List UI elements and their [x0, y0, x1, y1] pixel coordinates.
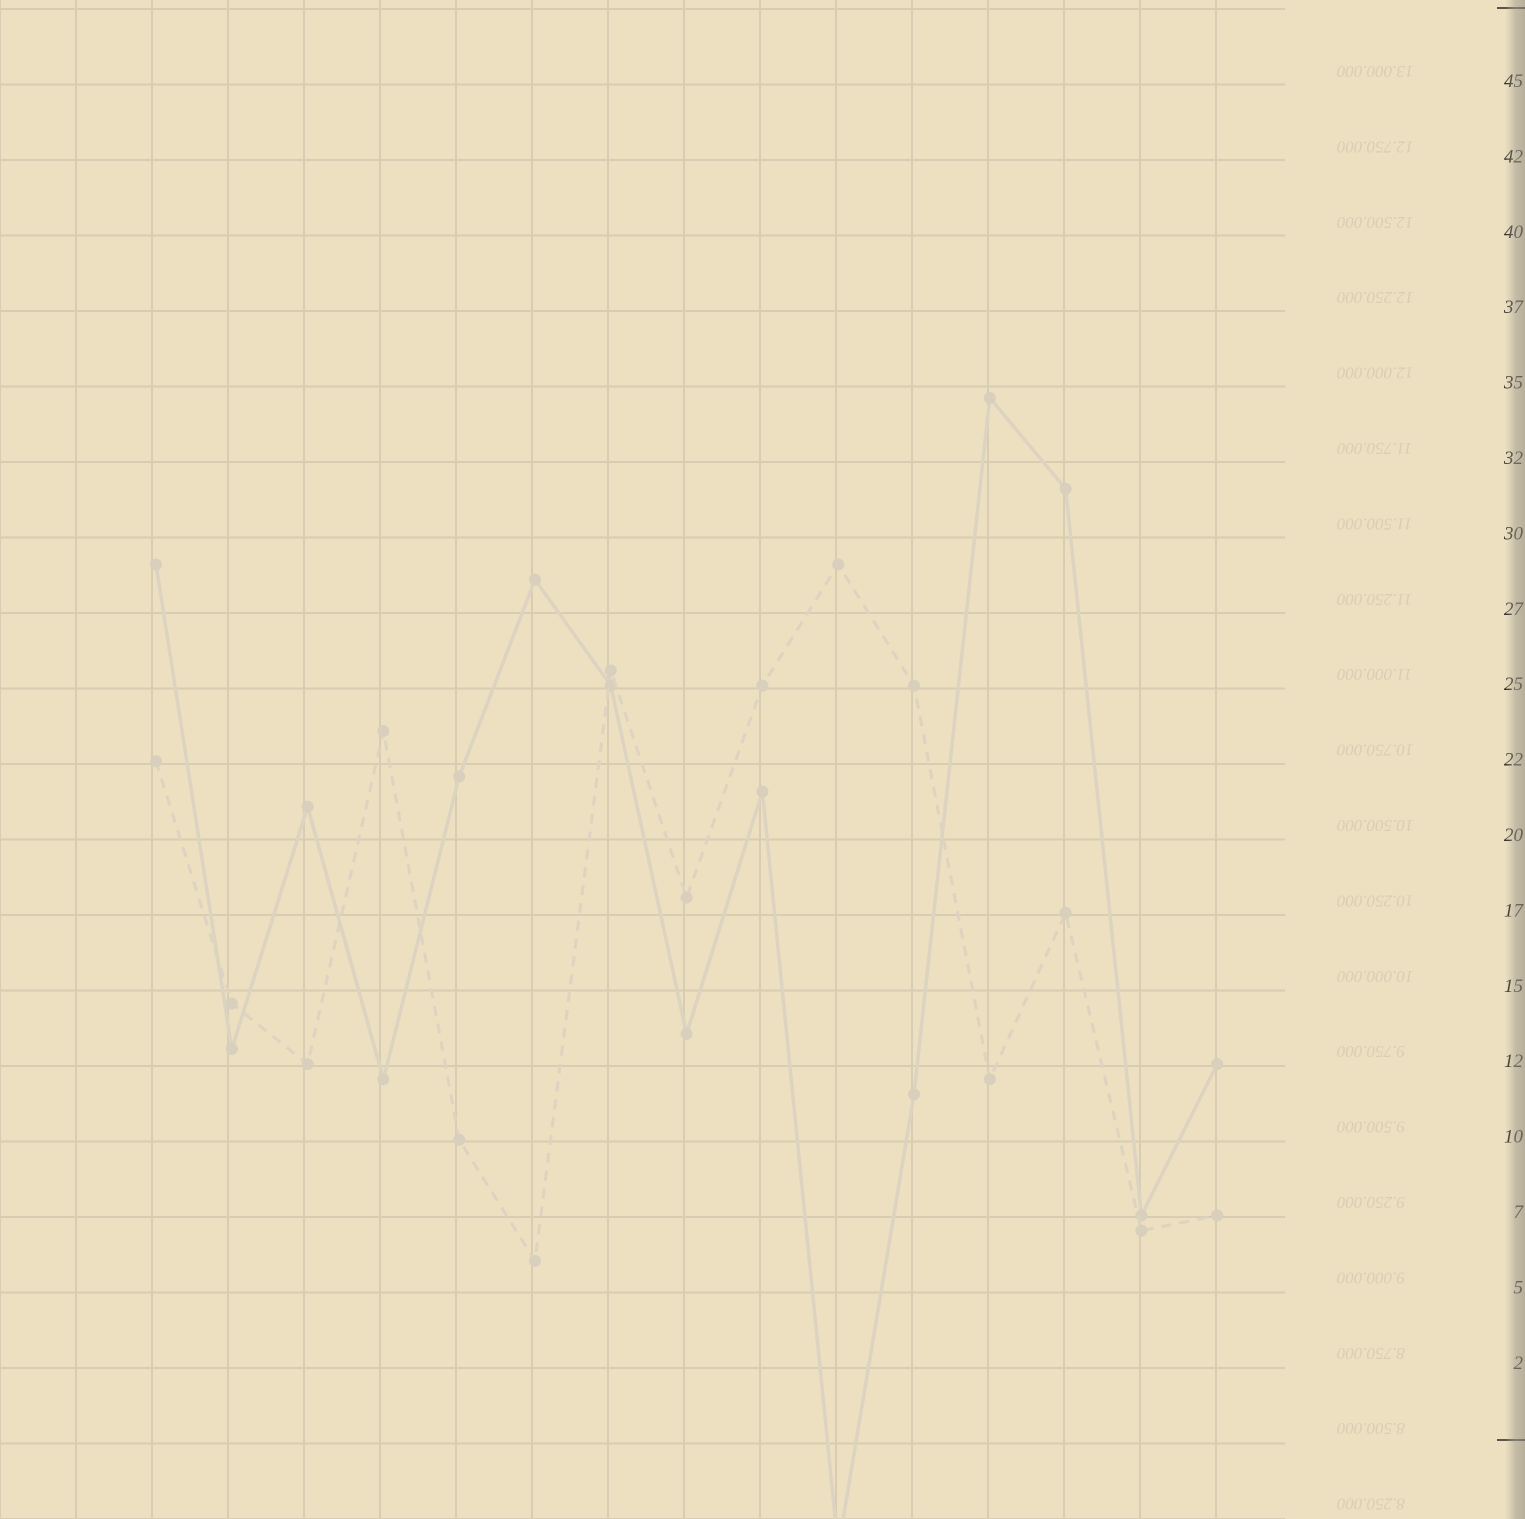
data-point-solid	[529, 573, 541, 586]
mirrored-tick-label: 11.750.000	[1337, 439, 1413, 458]
mirrored-tick-label: 12.000.000	[1337, 364, 1414, 383]
mirrored-tick-label: 11.250.000	[1337, 590, 1413, 609]
mirrored-tick-label: 10.250.000	[1337, 891, 1414, 910]
mirrored-tick-label: 9.000.000	[1337, 1268, 1406, 1287]
grid	[0, 0, 1285, 1519]
data-point-dashed	[1211, 1209, 1224, 1222]
data-point-dashed	[225, 997, 238, 1010]
mirrored-tick-label: 10.000.000	[1337, 967, 1414, 986]
mirrored-tick-label: 9.750.000	[1337, 1042, 1406, 1061]
data-point-solid	[1135, 1209, 1148, 1222]
mirrored-tick-label: 11.000.000	[1337, 665, 1413, 684]
mirrored-tick-label: 12.250.000	[1337, 288, 1414, 307]
series-layer	[150, 391, 1224, 1519]
data-point-dashed	[1059, 906, 1072, 919]
data-point-solid	[756, 785, 769, 798]
data-point-dashed	[756, 679, 769, 692]
mirrored-left-axis-ticks: 13.000.000 12.750.000 12.500.000 12.250.000…	[1337, 62, 1414, 1514]
data-point-dashed	[377, 725, 390, 738]
mirrored-tick-label: 11.500.000	[1337, 514, 1413, 533]
data-point-solid	[225, 1042, 238, 1055]
page-edge-shadow	[1505, 0, 1525, 1519]
mirrored-tick-label: 8.250.000	[1337, 1495, 1406, 1514]
data-point-dashed	[1135, 1224, 1148, 1237]
mirrored-tick-label: 9.500.000	[1337, 1118, 1406, 1137]
data-point-solid	[1059, 482, 1072, 495]
series-line-dashed	[154, 561, 1218, 1266]
data-point-solid	[377, 1073, 390, 1086]
data-point-solid	[680, 1027, 693, 1040]
data-point-solid	[150, 558, 162, 571]
data-point-dashed	[301, 1058, 314, 1071]
data-point-dashed	[150, 755, 162, 768]
data-point-solid	[983, 391, 996, 404]
data-point-dashed	[453, 1133, 466, 1146]
data-point-dashed	[529, 1254, 541, 1267]
data-point-solid	[1211, 1058, 1224, 1071]
data-point-solid	[453, 770, 466, 783]
mirrored-tick-label: 13.000.000	[1337, 62, 1414, 81]
data-point-dashed	[832, 558, 845, 571]
data-point-dashed	[983, 1073, 996, 1086]
mirrored-tick-label: 8.750.000	[1337, 1344, 1406, 1363]
mirrored-tick-label: 10.750.000	[1337, 741, 1414, 760]
data-point-dashed	[908, 679, 920, 692]
mirrored-tick-label: 10.500.000	[1337, 816, 1414, 835]
mirrored-tick-label: 9.250.000	[1337, 1193, 1406, 1212]
data-point-solid	[301, 800, 314, 813]
mirrored-tick-label: 12.500.000	[1337, 213, 1414, 232]
mirrored-tick-label: 8.500.000	[1337, 1419, 1406, 1438]
data-point-solid	[908, 1088, 920, 1101]
data-point-dashed	[680, 891, 693, 904]
mirrored-tick-label: 12.750.000	[1337, 137, 1414, 156]
data-point-dashed	[604, 664, 617, 677]
